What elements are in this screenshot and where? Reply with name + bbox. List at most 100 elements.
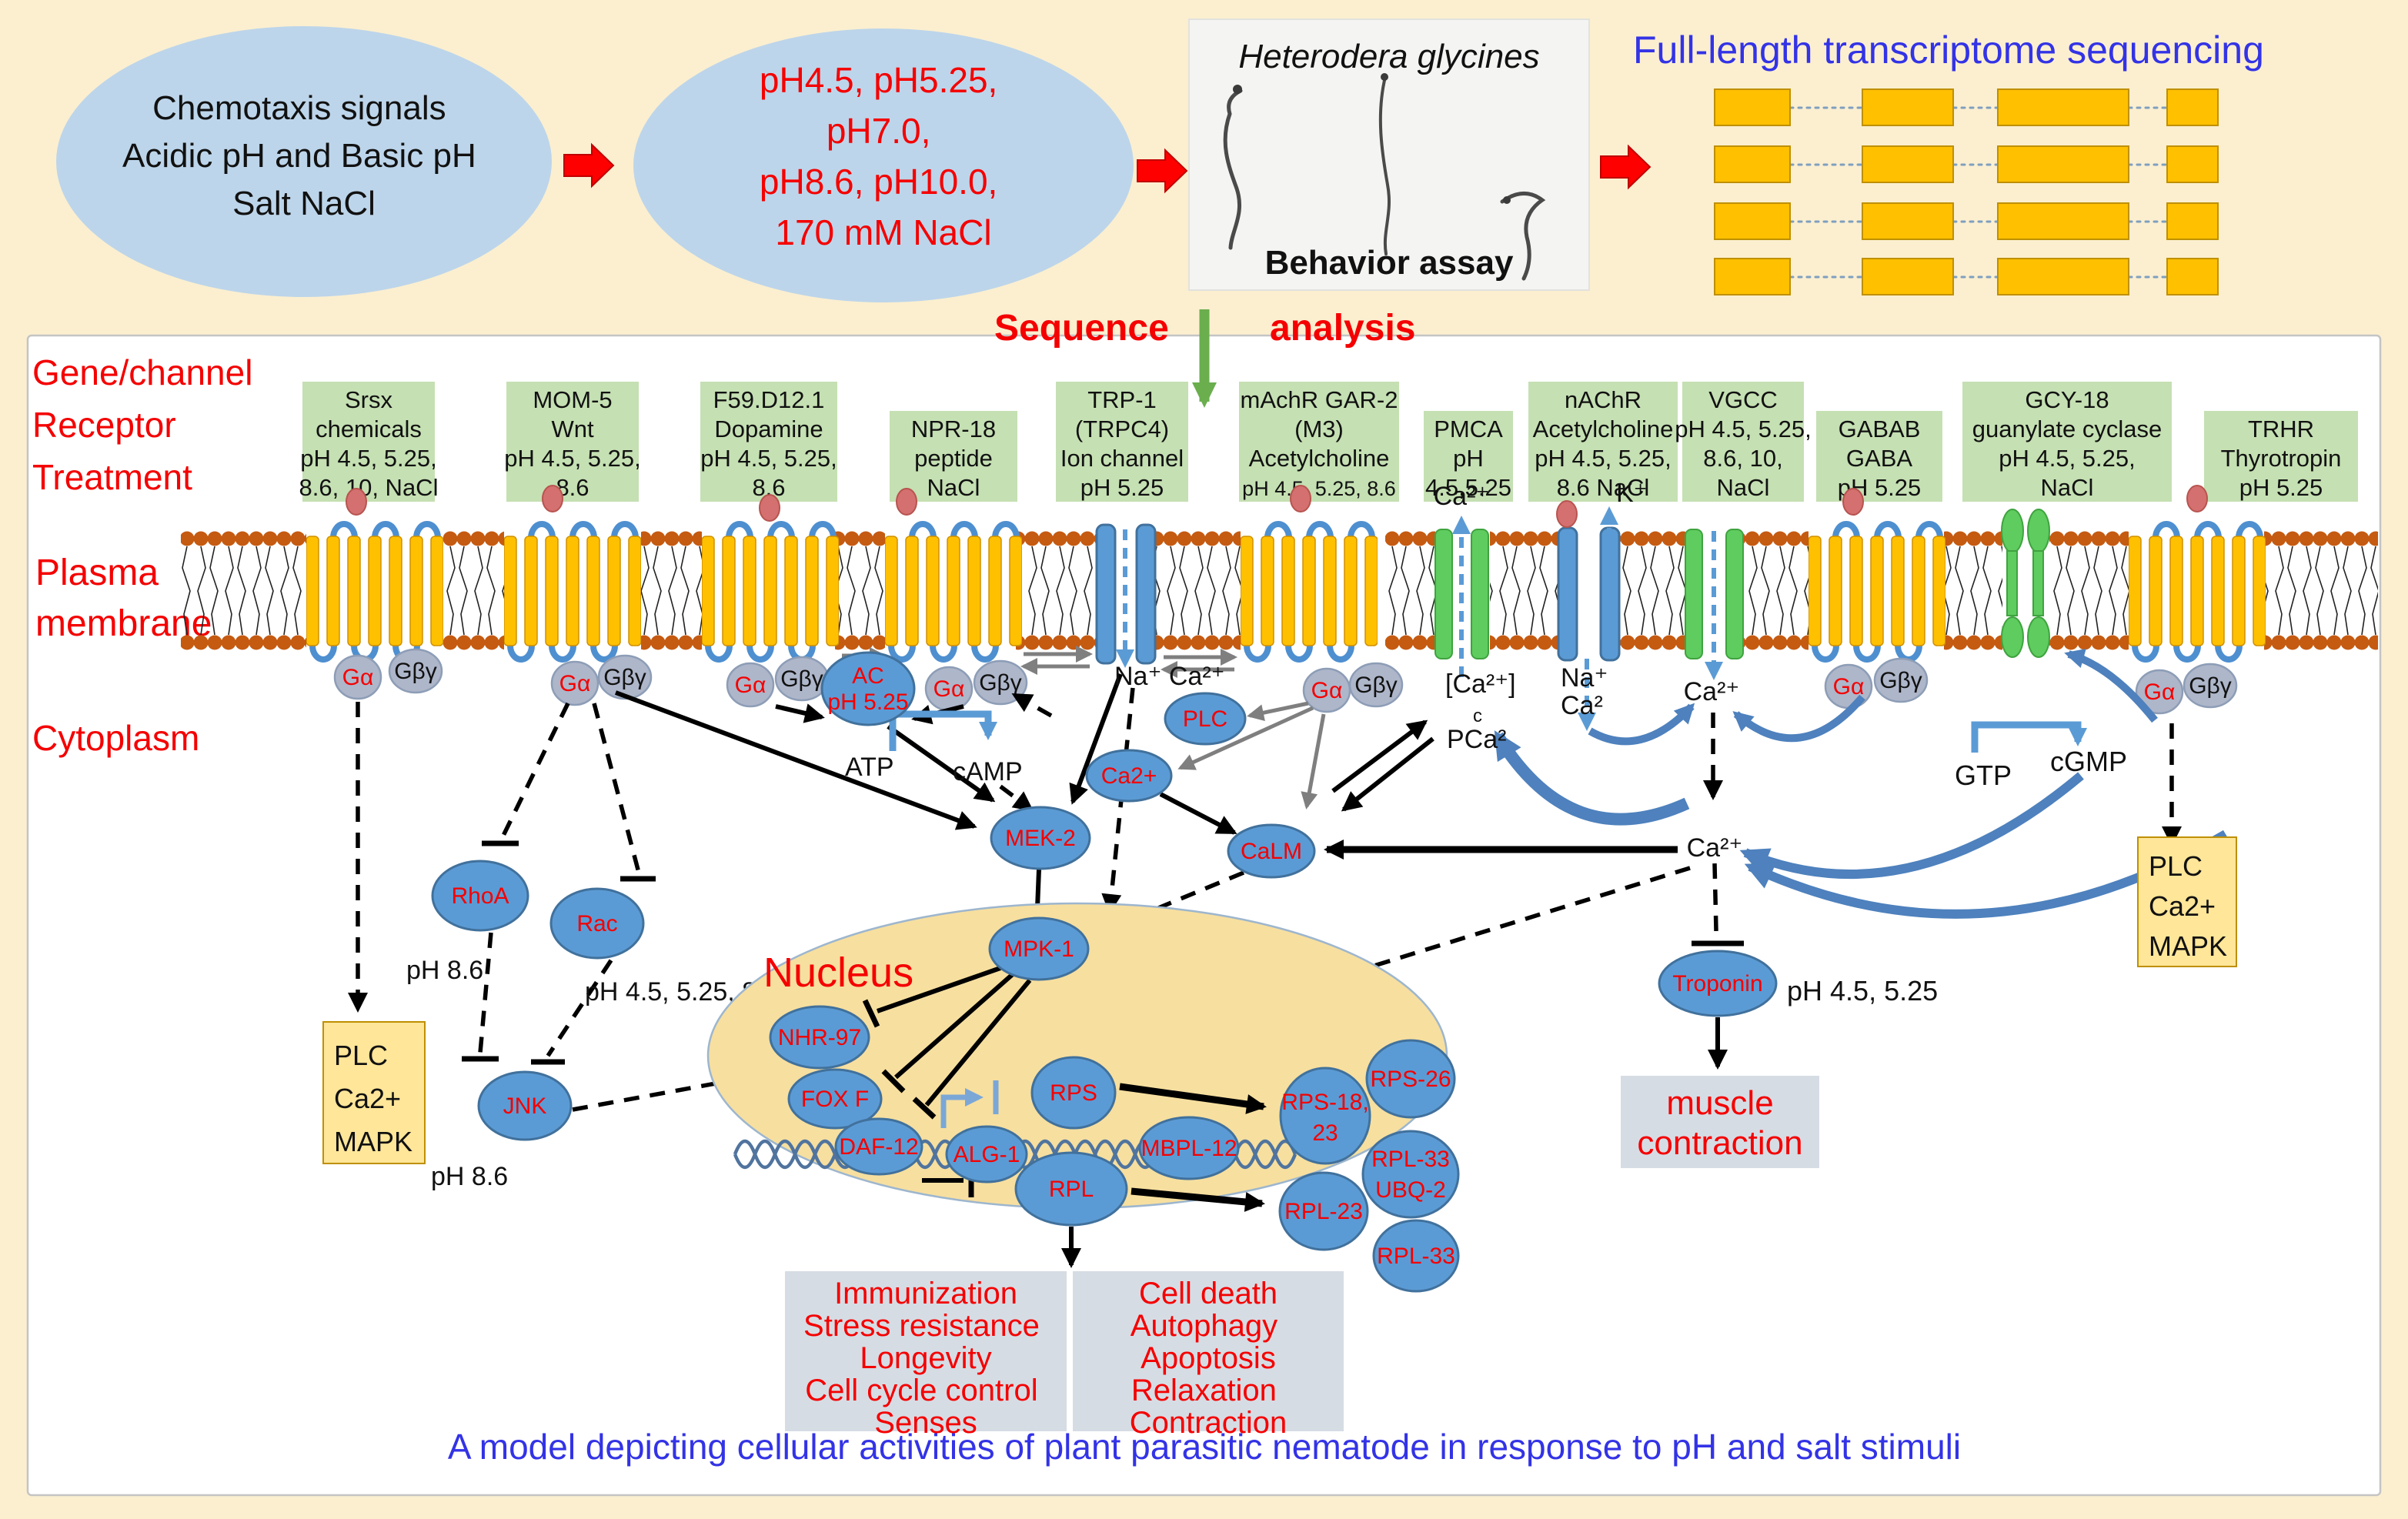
transcriptome-section: Full-length transcriptome sequencing xyxy=(1633,28,2264,295)
gbg-label: Gβγ xyxy=(394,659,437,684)
troponin-node: Troponin xyxy=(1658,950,1778,1017)
cgmp-label: cGMP xyxy=(2050,746,2127,777)
pmca-channel-icon xyxy=(1434,516,1489,677)
trp1-channel-icon xyxy=(1095,523,1157,668)
worm-species-title: Heterodera glycines xyxy=(1238,38,1539,75)
rpl33b-label: RPL-33 xyxy=(1377,1244,1455,1269)
rhoa-label: RhoA xyxy=(451,883,509,909)
rpl33b-node: RPL-33 xyxy=(1372,1219,1460,1293)
rps-node: RPS xyxy=(1030,1056,1117,1130)
nachr-k-ion-label: K⁺ xyxy=(1616,479,1648,508)
ga-label: Gα xyxy=(342,665,374,690)
pca-label: PCa² xyxy=(1447,725,1506,754)
calm-label: CaLM xyxy=(1241,839,1302,864)
gprotein-mom5: Gβγ Gα xyxy=(550,654,653,706)
rac-label: Rac xyxy=(576,911,617,936)
mpk1-label: MPK-1 xyxy=(1004,936,1074,962)
transcriptome-title: Full-length transcriptome sequencing xyxy=(1633,28,2264,72)
receptor-box-srsx: Srsx chemicals pH 4.5, 5.25, 8.6, 10, NaCl xyxy=(299,382,439,502)
ca2-node: Ca2+ xyxy=(1085,749,1173,803)
alg1-node: ALG-1 xyxy=(945,1125,1028,1183)
na-ca-influx-label: Na⁺ Ca²⁺ xyxy=(1114,662,1225,691)
f59-receptor-icon xyxy=(702,524,839,659)
ga-label: Gα xyxy=(1311,678,1343,703)
flow-arrow-3-icon xyxy=(1600,144,1652,190)
gbg-label: Gβγ xyxy=(603,665,646,690)
ga-label: Gα xyxy=(559,671,591,696)
plc-label: PLC xyxy=(1183,706,1227,732)
mek2-label: MEK-2 xyxy=(1005,826,1076,851)
workflow-band: Chemotaxis signals Acidic pH and Basic p… xyxy=(56,18,2264,408)
cytoplasm-signaling: AC pH 5.25 ATP cAMP Na⁺ Ca²⁺ RhoA Rac pH … xyxy=(322,649,2237,1191)
behavior-assay-label: Behavior assay xyxy=(1265,244,1514,282)
nachr-ca-ion-label: Ca² xyxy=(1561,691,1603,720)
receptor-box-trhr-text: TRHR Thyrotropin pH 5.25 xyxy=(2221,416,2342,501)
ac-enzyme: AC pH 5.25 xyxy=(820,651,916,726)
flow-arrow-2-icon xyxy=(1137,148,1188,194)
ga-label: Gα xyxy=(735,673,766,698)
ph-note-rhoa: pH 8.6 xyxy=(406,956,483,985)
ph-conditions-ellipse: pH4.5, pH5.25, pH7.0, pH8.6, pH10.0, 170… xyxy=(633,28,1134,302)
rpl23-label: RPL-23 xyxy=(1284,1199,1363,1224)
muscle-contraction-text: muscle contraction xyxy=(1637,1084,1802,1162)
gprotein-srsx: Gβγ Gα xyxy=(333,648,443,700)
srsx-receptor-icon xyxy=(306,524,443,659)
ga-label: Gα xyxy=(2144,679,2176,705)
sequence-label: Sequence xyxy=(994,308,1169,349)
rps18-23-node: RPS-18, 23 xyxy=(1279,1067,1371,1165)
outputs-right-box: Cell death Autophagy Apoptosis Relaxation … xyxy=(1073,1271,1344,1440)
receptor-box-trp1-text: TRP-1 (TRPC4) Ion channel pH 5.25 xyxy=(1060,386,1184,501)
gcy18-receptor-icon xyxy=(2001,509,2050,658)
ph-note-troponin: pH 4.5, 5.25 xyxy=(1787,975,1938,1007)
foxf-label: FOX F xyxy=(801,1087,869,1112)
ca-conc-subscript: c xyxy=(1473,706,1482,726)
receptor-box-gcy18-text: GCY-18 guanylate cyclase pH 4.5, 5.25, NaCl xyxy=(1972,386,2162,501)
mpk1-node: MPK-1 xyxy=(988,916,1090,981)
behavior-assay-panel: Heterodera glycines Behavior assay xyxy=(1188,18,1590,291)
ca2-label: Ca2+ xyxy=(1101,763,1157,789)
outputs: Immunization Stress resistance Longevity C… xyxy=(785,1271,1344,1440)
plc-left-box-text: PLC Ca2+ MAPK xyxy=(334,1040,412,1157)
receptor-box-srsx-text: Srsx chemicals pH 4.5, 5.25, 8.6, 10, NaCl xyxy=(299,386,439,501)
gbg-label: Gβγ xyxy=(979,670,1022,696)
ribosomal-cluster: RPS-26 RPL-33 UBQ-2 RPL-33 RPS-18, 23 RPL-… xyxy=(1278,1039,1460,1293)
receptor-box-trhr: TRHR Thyrotropin pH 5.25 xyxy=(2204,411,2358,502)
receptor-box-machr: mAchR GAR-2 (M3) Acetylcholine pH 4.5, 5.25… xyxy=(1239,382,1399,502)
nucleus-connectors xyxy=(862,966,1267,1268)
receptor-box-machr-text: mAchR GAR-2 (M3) Acetylcholine pH 4.5, 5.25… xyxy=(1241,386,1398,500)
sequence-analysis: Sequence analysis xyxy=(994,308,1415,408)
alg1-label: ALG-1 xyxy=(954,1142,1020,1167)
ligand-icons xyxy=(346,485,2208,528)
vgcc-ca-label-2: Ca²⁺ xyxy=(1687,833,1743,863)
jnk-label: JNK xyxy=(503,1093,547,1119)
rpl33-ubq2-label: RPL-33 UBQ-2 xyxy=(1371,1147,1450,1203)
nachr-channel-icon xyxy=(1557,506,1621,731)
label-gene-channel: Gene/channel xyxy=(32,352,252,392)
label-cytoplasm: Cytoplasm xyxy=(32,718,199,758)
ca-conc-label: [Ca²⁺] xyxy=(1445,669,1516,699)
rps18-23-label: RPS-18, 23 xyxy=(1281,1090,1368,1146)
trhr-receptor-icon xyxy=(2129,524,2266,659)
foxf-node: FOX F xyxy=(787,1068,883,1130)
jnk-node: JNK xyxy=(477,1070,573,1141)
nucleus-title: Nucleus xyxy=(763,950,913,996)
camp-label: cAMP xyxy=(953,757,1023,786)
mek2-node: MEK-2 xyxy=(990,806,1091,870)
outputs-right-text: Cell death Autophagy Apoptosis Relaxation … xyxy=(1130,1277,1287,1440)
receptor-box-gabab-text: GABAB GABA pH 5.25 xyxy=(1838,416,1922,501)
gtp-cgmp-arrow-icon xyxy=(1971,721,2087,753)
stimuli-text: Chemotaxis signals Acidic pH and Basic p… xyxy=(122,89,486,222)
exon-row-4 xyxy=(1714,258,2219,295)
exon-row-2 xyxy=(1714,145,2219,183)
label-plasma: Plasma xyxy=(35,553,159,593)
rps-label: RPS xyxy=(1050,1080,1097,1106)
receptor-box-pmca-text: PMCA pH 4.5,5.25 xyxy=(1425,416,1511,501)
receptor-box-mom5: MOM-5 Wnt pH 4.5, 5.25, 8.6 xyxy=(504,382,641,502)
plc-left-box: PLC Ca2+ MAPK xyxy=(322,1021,426,1164)
receptor-box-trp1: TRP-1 (TRPC4) Ion channel pH 5.25 xyxy=(1056,382,1188,502)
plc-right-box-text: PLC Ca2+ MAPK xyxy=(2149,850,2227,962)
gprotein-npr18: Gβγ Gα xyxy=(924,659,1028,712)
gtp-label: GTP xyxy=(1955,760,2012,791)
exon-row-1 xyxy=(1714,88,2219,126)
